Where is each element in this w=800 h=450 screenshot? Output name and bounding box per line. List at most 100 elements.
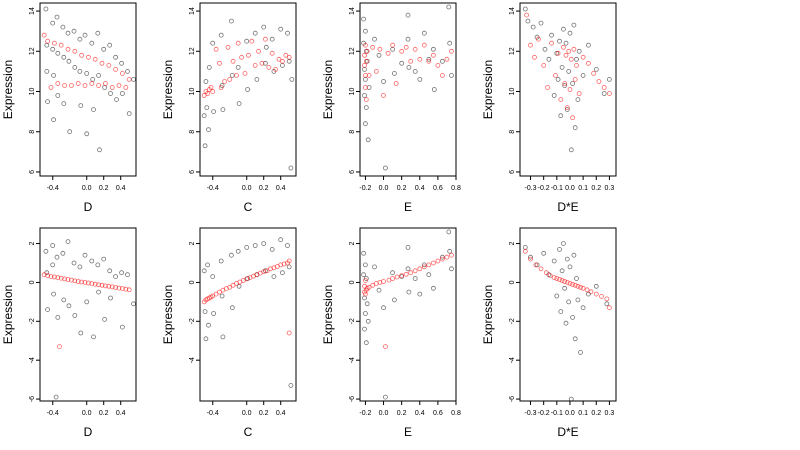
data-point [405, 36, 411, 42]
data-point [361, 16, 367, 22]
data-point [50, 20, 56, 26]
x-tick-label: 0.3 [605, 410, 615, 417]
data-point [91, 107, 96, 112]
data-point [84, 71, 90, 76]
data-point [51, 291, 56, 297]
y-tick-label: -2 [189, 318, 196, 324]
data-point [278, 237, 284, 243]
y-tick-label: -4 [29, 357, 36, 363]
data-point [541, 250, 547, 256]
data-point [96, 73, 101, 78]
x-tick-label: 0.0 [82, 410, 92, 417]
data-point [522, 6, 528, 12]
data-point [564, 279, 570, 285]
data-point [101, 46, 107, 52]
data-point [362, 42, 368, 48]
data-point [366, 73, 372, 78]
data-point [99, 60, 105, 66]
data-point [95, 30, 101, 36]
data-point [222, 79, 228, 84]
data-point [203, 336, 209, 342]
data-point [574, 63, 579, 68]
data-point [285, 30, 290, 36]
y-tick-label: -6 [349, 396, 356, 402]
x-tick-label: 0.2 [591, 185, 601, 192]
data-point [234, 73, 239, 78]
data-point [256, 48, 262, 54]
y-axis-label: Expression [1, 285, 15, 344]
series-black [361, 229, 454, 400]
data-point [96, 282, 101, 288]
data-point [549, 32, 554, 38]
y-tick-label: 14 [29, 7, 36, 15]
data-point [542, 46, 548, 52]
data-point [538, 266, 544, 272]
data-point [218, 258, 224, 264]
data-point [417, 266, 423, 272]
data-point [123, 286, 129, 292]
data-point [125, 69, 130, 74]
data-point [220, 334, 226, 340]
data-point [79, 52, 84, 58]
data-point [558, 309, 564, 315]
data-point [210, 274, 216, 280]
data-point [279, 270, 285, 276]
data-point [435, 63, 441, 68]
data-point [446, 4, 452, 10]
data-point [574, 276, 579, 281]
data-point [43, 6, 49, 12]
data-point [264, 268, 270, 274]
data-point [123, 85, 129, 90]
series-black [43, 6, 136, 153]
data-point [249, 38, 255, 44]
x-tick-label: 0.2 [99, 185, 109, 192]
data-point [555, 77, 561, 82]
x-tick-label: 0.6 [433, 185, 443, 192]
y-tick-label: -4 [189, 357, 196, 363]
data-point [567, 280, 573, 286]
data-point [408, 270, 414, 276]
y-tick-label: 0 [189, 280, 196, 284]
data-point [543, 270, 549, 276]
data-point [553, 73, 558, 78]
y-tick-label: 6 [189, 170, 196, 174]
data-point [206, 65, 212, 70]
y-axis-label: Expression [161, 60, 175, 119]
data-point [554, 293, 560, 299]
x-tick-label: -0.2 [538, 185, 550, 192]
data-point [362, 262, 368, 268]
data-point [92, 56, 98, 62]
data-point [444, 254, 450, 260]
data-point [279, 58, 285, 64]
data-point [96, 83, 101, 88]
y-tick-label: -2 [349, 318, 356, 324]
data-point [252, 63, 258, 68]
y-tick-label: 14 [509, 7, 516, 15]
x-tick-label: -0.1 [551, 185, 563, 192]
series-black [361, 4, 454, 171]
data-point [227, 284, 233, 290]
data-point [107, 42, 113, 48]
data-point [364, 301, 370, 307]
data-point [213, 46, 219, 52]
data-point [41, 32, 47, 38]
data-point [285, 243, 290, 248]
x-tick-label: 0.0 [82, 185, 92, 192]
data-point [69, 277, 74, 283]
data-point [570, 281, 575, 287]
data-point [75, 81, 81, 86]
scatter-panel-raw-DE: -0.3 -0.2 -0.1 0.0 0.1 0.2 0.3 6 8 10 12 14 D*E Expre… [481, 2, 617, 214]
data-point [235, 40, 241, 46]
data-point [522, 244, 528, 250]
data-point [109, 284, 115, 290]
data-point [381, 93, 386, 98]
data-point [254, 77, 260, 82]
data-point [524, 12, 529, 18]
data-point [95, 262, 101, 268]
data-point [570, 115, 575, 121]
y-tick-label: 14 [189, 7, 196, 15]
data-point [403, 44, 409, 50]
data-point [236, 283, 242, 289]
data-point [252, 30, 258, 36]
